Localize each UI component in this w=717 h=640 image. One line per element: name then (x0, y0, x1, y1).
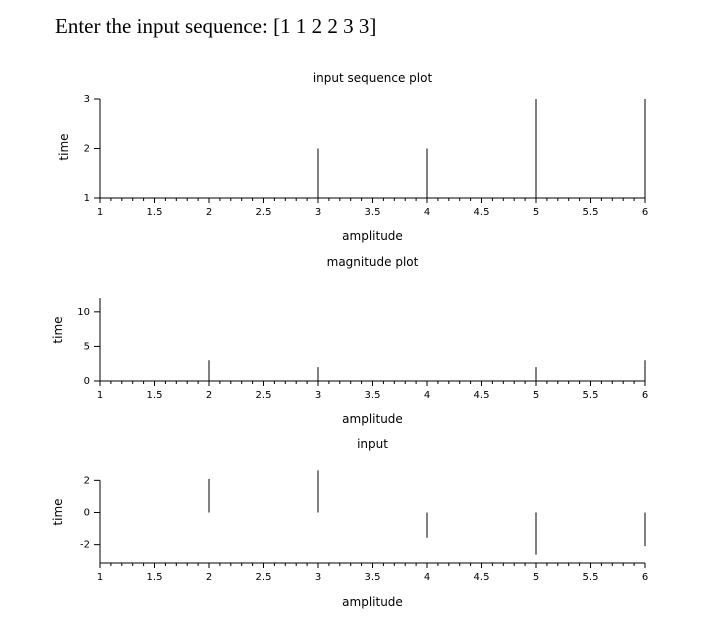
x-tick-label: 4 (424, 572, 430, 583)
x-tick-label: 5 (533, 390, 539, 401)
x-tick-label: 5 (533, 572, 539, 583)
x-tick-label: 5.5 (583, 572, 599, 583)
chart-title: input (357, 437, 388, 451)
x-tick-label: 4 (424, 390, 430, 401)
input-prompt: Enter the input sequence: [1 1 2 2 3 3] (55, 14, 377, 38)
x-tick-label: 2 (206, 390, 212, 401)
y-tick-label: -2 (80, 540, 90, 551)
x-tick-label: 3 (315, 572, 321, 583)
x-tick-label: 3 (315, 390, 321, 401)
x-tick-label: 6 (642, 572, 648, 583)
x-axis-label: amplitude (342, 412, 403, 426)
x-tick-label: 1 (97, 572, 103, 583)
x-tick-label: 5.5 (583, 390, 599, 401)
y-tick-label: 2 (84, 475, 90, 486)
x-tick-label: 3.5 (365, 390, 381, 401)
x-tick-label: 2.5 (256, 390, 272, 401)
y-axis-label: time (51, 316, 65, 343)
x-tick-label: 4.5 (474, 390, 490, 401)
y-axis-label: time (57, 133, 71, 160)
x-tick-label: 5.5 (583, 207, 599, 218)
x-tick-label: 2.5 (256, 572, 272, 583)
chart-title: magnitude plot (327, 255, 419, 269)
x-tick-label: 6 (642, 207, 648, 218)
x-tick-label: 1 (97, 207, 103, 218)
x-tick-label: 4.5 (474, 207, 490, 218)
x-tick-label: 1.5 (147, 207, 163, 218)
chart-title: input sequence plot (313, 71, 433, 85)
x-tick-label: 1.5 (147, 572, 163, 583)
y-tick-label: 10 (77, 307, 90, 318)
y-axis-label: time (51, 498, 65, 525)
x-tick-label: 3 (315, 207, 321, 218)
x-tick-label: 2 (206, 572, 212, 583)
y-tick-label: 5 (84, 341, 90, 352)
y-tick-label: 0 (84, 508, 90, 519)
y-tick-label: 2 (84, 144, 90, 155)
x-tick-label: 3.5 (365, 572, 381, 583)
x-tick-label: 2.5 (256, 207, 272, 218)
y-tick-label: 1 (84, 193, 90, 204)
x-axis-label: amplitude (342, 229, 403, 243)
x-axis-label: amplitude (342, 595, 403, 609)
x-tick-label: 4 (424, 207, 430, 218)
y-tick-label: 3 (84, 94, 90, 105)
x-tick-label: 1.5 (147, 390, 163, 401)
x-tick-label: 1 (97, 390, 103, 401)
y-tick-label: 0 (84, 376, 90, 387)
x-tick-label: 5 (533, 207, 539, 218)
x-tick-label: 4.5 (474, 572, 490, 583)
x-tick-label: 6 (642, 390, 648, 401)
x-tick-label: 2 (206, 207, 212, 218)
x-tick-label: 3.5 (365, 207, 381, 218)
